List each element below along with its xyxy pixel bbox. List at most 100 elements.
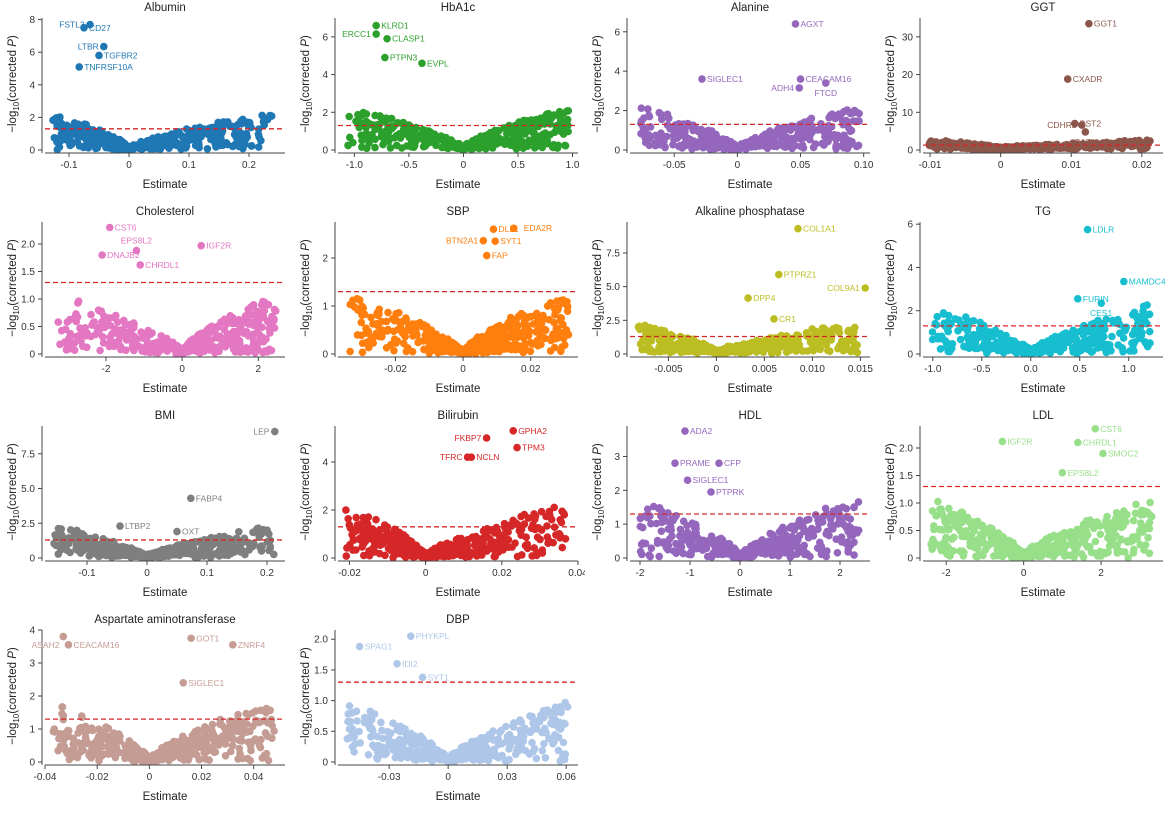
data-point [246,542,254,550]
data-point [532,310,540,318]
gene-label: TGFBR2 [104,51,138,61]
data-point [1075,347,1083,355]
data-point [543,302,551,310]
data-point [166,544,174,552]
data-point [928,328,936,336]
data-point [373,329,381,337]
data-point [105,340,113,348]
data-point [550,129,558,137]
labeled-point [794,225,802,233]
y-label-part: −log [7,111,19,133]
data-point [516,130,524,138]
data-point [404,344,412,352]
data-point [173,542,181,550]
data-point [669,141,677,149]
y-tick-label: 4 [322,70,328,81]
data-point [419,337,427,345]
x-tick-label: 0.1 [182,160,196,171]
data-point [183,343,191,351]
y-tick-label: 2.0 [21,240,35,251]
data-point [762,133,770,141]
gene-label: CXADR [1072,74,1102,84]
data-point [362,324,370,332]
y-label-part: (corrected [885,251,897,306]
y-tick-label: 0 [322,146,328,157]
data-point [844,328,852,336]
data-point [1003,342,1011,350]
data-point [550,111,558,119]
data-point [132,334,140,342]
point-cloud [54,297,279,357]
data-point [111,314,119,322]
y-label-part: ) [300,35,312,39]
data-point [346,348,354,356]
x-tick-label: 0 [714,364,720,375]
data-point [458,348,466,356]
data-point [1093,327,1101,335]
data-point [268,112,276,120]
data-point [937,143,945,151]
x-tick-label: 0.01 [1061,160,1081,171]
x-tick-label: 0 [460,364,466,375]
data-point [56,341,64,349]
y-tick-label: 2 [322,108,328,119]
data-point [680,346,688,354]
data-point [255,133,263,141]
y-label-part: (corrected [300,47,312,102]
labeled-point [744,294,752,302]
data-point [371,136,379,144]
gene-label: EPS8L2 [121,236,152,246]
data-point [258,112,266,120]
data-point [186,136,194,144]
data-point [346,301,354,309]
y-tick-label: 6 [322,32,328,43]
y-label-part: −log [592,111,604,133]
x-axis-label: Estimate [435,179,480,191]
data-point [747,142,755,150]
gene-label: CLASP1 [392,34,425,44]
data-point [550,344,558,352]
labeled-point [861,284,869,292]
labeled-point [98,251,106,259]
data-point [392,339,400,347]
data-point [392,310,400,318]
data-point [376,114,384,122]
data-point [99,333,107,341]
data-point [715,143,723,151]
point-cloud [346,295,572,358]
y-tick-label: 4 [907,263,913,274]
y-tick-label: 0 [614,146,620,157]
data-point [1103,341,1111,349]
data-point [493,323,501,331]
data-point [344,142,352,150]
data-point [549,144,557,152]
data-point [959,143,967,151]
y-label-part: (corrected [885,47,897,102]
data-point [426,131,434,139]
data-point [130,319,138,327]
data-point [696,128,704,136]
gene-label: CEACAM16 [806,74,852,84]
data-point [382,318,390,326]
data-point [561,142,569,150]
data-point [66,316,74,324]
data-point [96,347,104,355]
panel-title: SBP [446,206,469,218]
data-point [359,109,367,117]
data-point [204,340,212,348]
labeled-point [1120,278,1128,286]
gene-label: LDLR [1092,225,1114,235]
gene-label: BTN2A1 [446,236,478,246]
data-point [106,136,114,144]
data-point [664,111,672,119]
data-point [96,552,104,560]
data-point [55,550,63,558]
x-tick-label: 0.02 [1132,160,1152,171]
labeled-point [482,252,490,260]
data-point [838,337,846,345]
data-point [152,137,160,145]
data-point [214,119,222,127]
data-point [977,145,985,153]
